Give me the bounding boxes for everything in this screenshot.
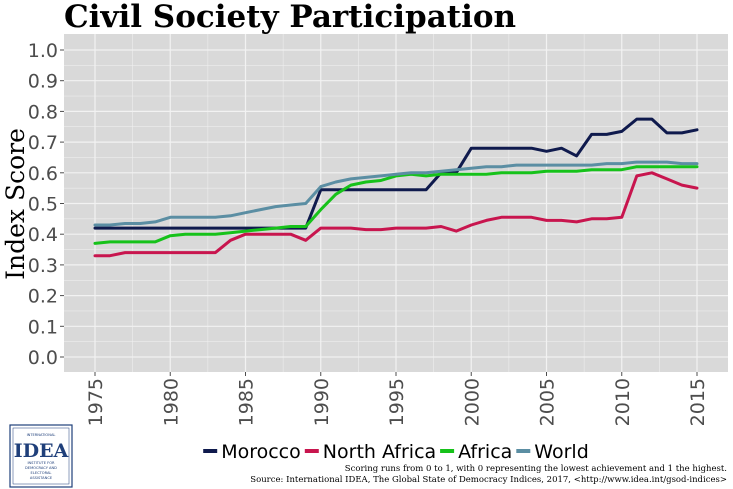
logo-sub-text-2: DEMOCRACY AND [25,466,57,470]
series-line-africa [93,165,699,245]
y-tick-label: 0.6 [28,163,58,185]
legend-item-africa: Africa [440,441,512,463]
x-tick-label: 1995 [386,378,408,426]
y-tick-label: 0.2 [28,286,58,308]
scoring-note: Scoring runs from 0 to 1, with 0 represe… [345,464,727,474]
y-tick-label: 0.5 [28,194,58,216]
y-tick-label: 0.4 [28,224,58,246]
x-tick-label: 2000 [461,378,483,426]
legend-item-north-africa: North Africa [304,441,436,463]
x-tick-label: 2015 [687,378,709,426]
legend-label: Morocco [221,441,301,463]
y-tick-label: 0.9 [28,71,58,93]
y-axis-ticks: 0.0 0.1 0.2 0.3 0.4 0.5 0.6 0.7 0.8 0.9 1.0 [28,40,64,369]
y-tick-label: 1.0 [28,40,58,62]
x-tick-label: 1980 [160,378,182,426]
series-line-north-africa [93,171,699,258]
y-tick-label: 0.1 [28,316,58,338]
logo-sub-text-1: INSTITUTE FOR [27,461,55,465]
legend-label: North Africa [323,441,436,463]
idea-logo: INTERNATIONAL IDEA INSTITUTE FOR DEMOCRA… [9,424,73,488]
y-axis-label: Index Score [1,128,30,280]
chart-title: Civil Society Participation [64,0,516,35]
logo-sub-text-3: ELECTORAL [31,471,52,475]
legend: Morocco North Africa Africa World [203,441,589,463]
x-tick-label: 2010 [612,378,634,426]
x-tick-label: 2005 [537,378,559,426]
y-tick-label: 0.7 [28,132,58,154]
legend-label: Africa [458,441,512,463]
logo-top-text: INTERNATIONAL [27,433,56,437]
legend-label: World [534,441,588,463]
x-tick-label: 1985 [236,378,258,426]
series-line-world [93,160,699,227]
legend-item-morocco: Morocco [203,441,301,463]
series-lines [93,117,699,258]
series-line-morocco [93,117,699,230]
x-axis-ticks: 1975 1980 1985 1990 1995 2000 2005 2010 2015 [85,372,709,426]
x-tick-label: 1990 [311,378,333,426]
y-tick-label: 0.3 [28,255,58,277]
x-tick-label: 1975 [85,378,107,426]
logo-main-text: IDEA [14,440,69,462]
logo-sub-text-4: ASSISTANCE [30,476,53,480]
y-tick-label: 0.8 [28,101,58,123]
y-tick-label: 0.0 [28,347,58,369]
source-note: Source: International IDEA, The Global S… [250,475,727,485]
legend-item-world: World [516,441,589,463]
